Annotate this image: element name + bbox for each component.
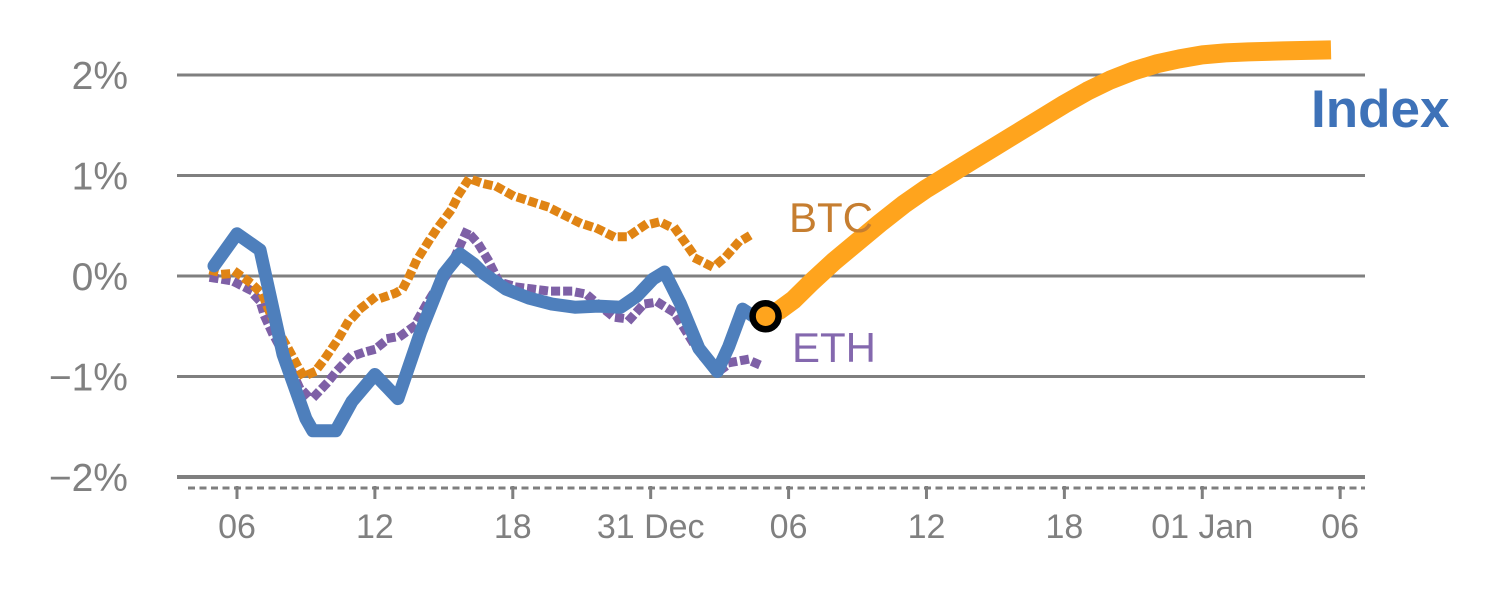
x-tick-label: 06 <box>1321 508 1359 546</box>
x-tick-label: 12 <box>908 508 946 546</box>
series-index-projection-line <box>761 40 1332 325</box>
x-tick-label: 12 <box>356 508 394 546</box>
y-tick-label: 0% <box>72 256 128 299</box>
x-tick-label: 31 Dec <box>597 508 705 546</box>
series-btc-line <box>208 174 756 381</box>
series-label-index: Index <box>1311 80 1450 139</box>
y-tick-label: −1% <box>49 357 128 400</box>
x-tick-label: 18 <box>494 508 532 546</box>
y-tick-label: −2% <box>49 457 128 500</box>
y-tick-label: 1% <box>72 156 128 199</box>
x-tick-label: 06 <box>218 508 256 546</box>
y-tick-label: 2% <box>72 55 128 98</box>
series-index-line <box>207 227 773 438</box>
series-label-btc: BTC <box>789 194 873 241</box>
x-tick-label: 01 Jan <box>1151 508 1253 546</box>
x-tick-label: 06 <box>770 508 808 546</box>
x-tick-label: 18 <box>1045 508 1083 546</box>
series-label-eth: ETH <box>792 324 876 371</box>
current-value-marker <box>749 299 782 333</box>
